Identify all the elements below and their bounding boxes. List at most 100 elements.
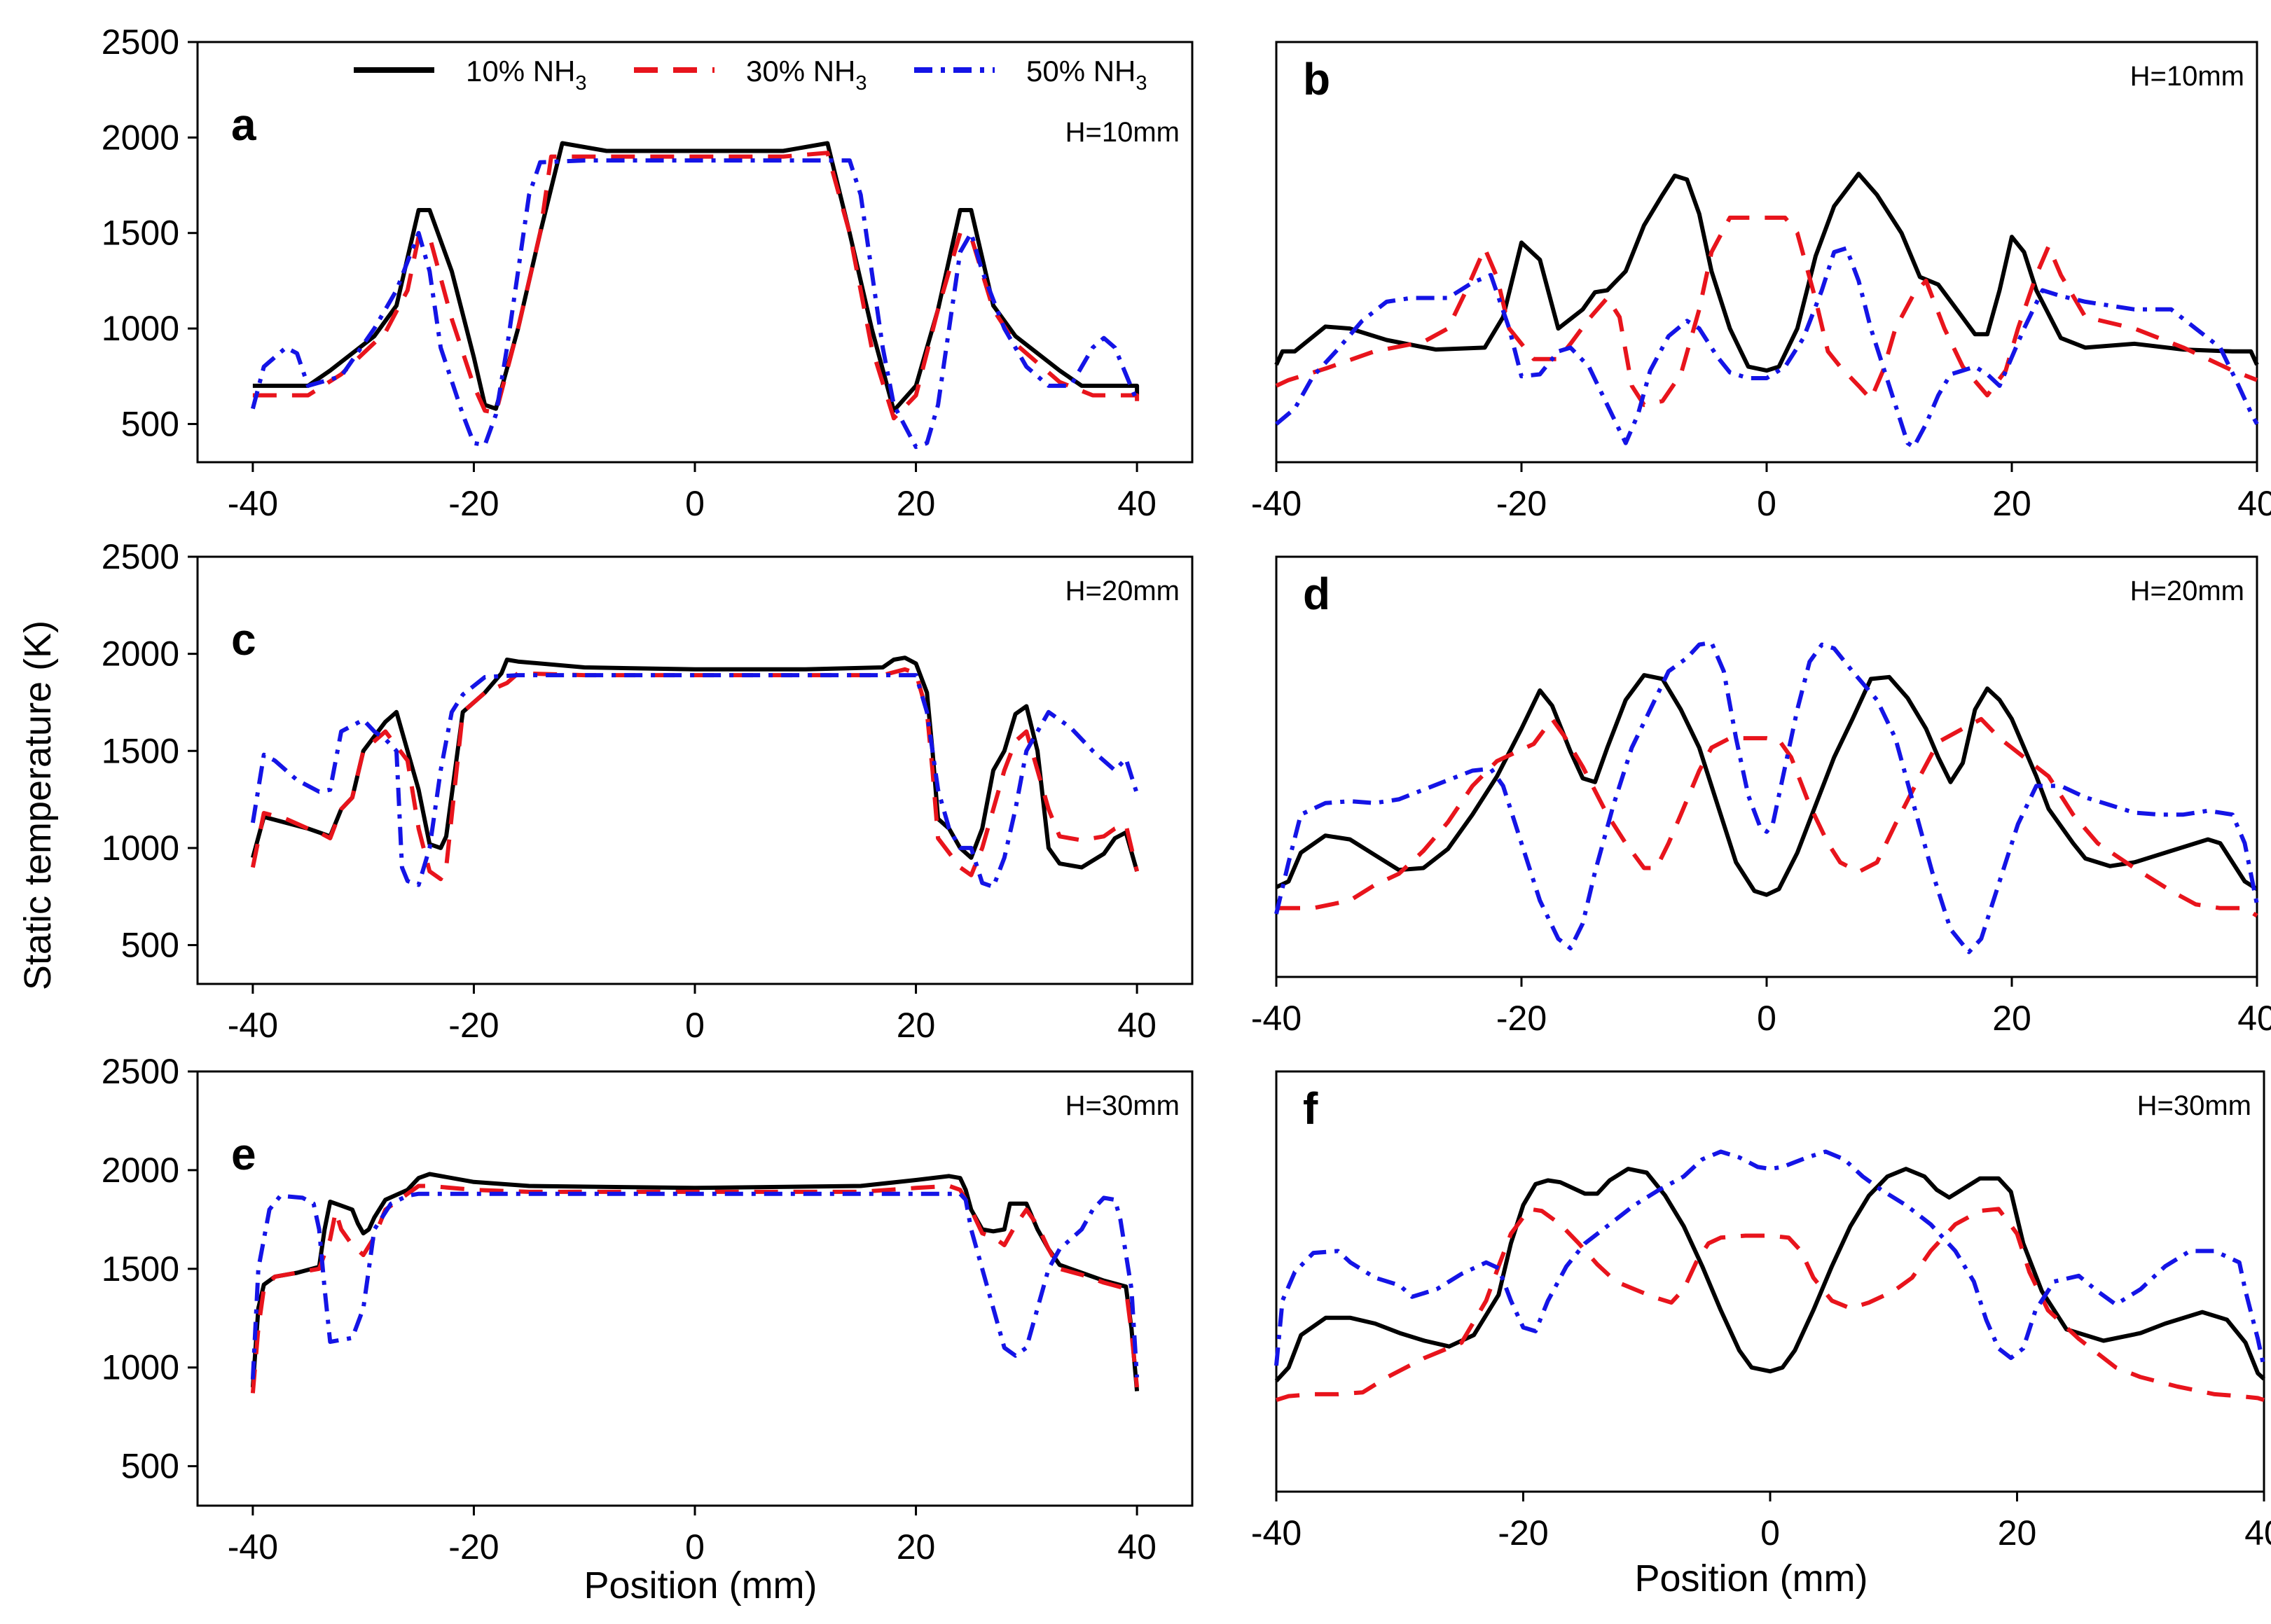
series-line-e-10pct [250,1172,1140,1391]
x-tick-label-a-2: 0 [685,484,705,523]
x-axis-label-right: Position (mm) [1634,1557,1868,1599]
series-group-e [250,1172,1140,1394]
x-tick-label-c-2: 0 [685,1006,705,1045]
legend-label-50pct: 50% NH3 [1026,55,1147,95]
series-group-f [1274,1149,2266,1402]
series-line-f-10pct [1274,1167,2266,1382]
legend: 10% NH3 30% NH3 50% NH3 [354,55,1147,95]
y-tick-label-a-1: 1000 [102,309,179,348]
plot-frame-a [196,41,1194,464]
condition-label-b: H=10mm [2130,61,2244,92]
panel-letter-b: b [1303,54,1330,104]
x-tick-label-b-4: 40 [2237,484,2271,523]
y-axis-label: Static temperature (K) [17,620,59,990]
series-line-f-30pct [1276,1207,2265,1402]
series-line-d-30pct [1276,716,2258,918]
x-tick-label-e-4: 40 [1117,1527,1157,1567]
panel-letter-e: e [231,1129,256,1179]
series-line-a-10pct [252,141,1140,413]
series-line-f-50pct [1274,1149,2266,1368]
series-line-a-50pct [250,158,1139,450]
plot-frame-d [1275,555,2258,978]
panel-letter-d: d [1303,569,1330,619]
y-tick-label-e-3: 2000 [102,1151,179,1190]
x-tick-label-f-4: 40 [2244,1513,2271,1553]
x-tick-label-e-1: -20 [448,1527,499,1567]
x-tick-label-f-0: -40 [1251,1513,1302,1553]
panel-d: -40 -20 0 20 40 d H=20mm [1251,555,2271,1038]
panel-letter-a: a [231,99,256,150]
y-tick-label-a-0: 500 [121,404,179,443]
y-tick-label-c-3: 2000 [102,634,179,674]
legend-label-10pct: 10% NH3 [466,55,587,95]
x-tick-label-a-1: -20 [448,484,499,523]
panel-b: -40 -20 0 20 40 b H=10mm [1251,41,2271,523]
series-line-a-30pct [252,151,1140,421]
y-tick-label-e-0: 500 [121,1447,179,1486]
series-line-e-50pct [250,1191,1140,1380]
series-line-d-50pct [1274,640,2259,955]
x-tick-label-d-0: -40 [1251,999,1302,1038]
x-tick-label-f-2: 0 [1760,1513,1780,1553]
condition-label-a: H=10mm [1065,117,1180,148]
x-tick-label-b-0: -40 [1251,484,1302,523]
x-tick-label-c-4: 40 [1117,1006,1157,1045]
x-tick-label-c-3: 20 [897,1006,936,1045]
series-line-b-50pct [1275,246,2259,450]
x-tick-label-f-1: -20 [1498,1513,1548,1553]
series-line-b-30pct [1275,215,2258,408]
condition-label-c: H=20mm [1065,576,1180,606]
x-tick-label-d-2: 0 [1757,999,1776,1038]
x-tick-label-a-3: 20 [897,484,936,523]
series-line-c-50pct [250,673,1139,889]
panel-e: -40 -20 0 20 40 500 1000 1500 2000 2500 e H=30mm [102,1052,1194,1567]
x-tick-label-e-3: 20 [897,1527,936,1567]
x-tick-label-c-1: -20 [448,1006,499,1045]
panel-letter-c: c [231,614,256,665]
x-tick-label-f-3: 20 [1998,1513,2037,1553]
y-tick-label-e-4: 2500 [102,1052,179,1091]
y-tick-label-c-0: 500 [121,926,179,965]
x-tick-label-e-0: -40 [228,1527,278,1567]
condition-label-d: H=20mm [2130,576,2244,606]
panel-letter-f: f [1303,1083,1318,1134]
condition-label-f: H=30mm [2137,1090,2251,1121]
x-tick-label-b-2: 0 [1757,484,1776,523]
x-tick-label-e-2: 0 [685,1527,705,1567]
plot-frame-c [196,555,1194,985]
panel-a: -40 -20 0 20 40 500 1000 1500 2000 2500 a H=10mm [102,22,1194,523]
panel-c: -40 -20 0 20 40 500 1000 1500 2000 2500 c H=20mm [102,537,1194,1045]
y-tick-label-a-2: 1500 [102,214,179,253]
series-line-d-10pct [1275,673,2258,897]
plot-frame-b [1275,41,2258,464]
series-line-c-30pct [250,667,1140,882]
y-tick-label-e-2: 1500 [102,1249,179,1289]
x-axis-label-left: Position (mm) [584,1564,817,1606]
y-tick-label-c-2: 1500 [102,731,179,770]
y-tick-label-c-4: 2500 [102,537,179,576]
condition-label-e: H=30mm [1065,1090,1180,1121]
series-group-a [250,141,1140,450]
y-tick-label-c-1: 1000 [102,828,179,868]
series-line-b-10pct [1274,172,2259,373]
series-group-d [1274,640,2259,955]
legend-label-30pct: 30% NH3 [746,55,867,95]
x-tick-label-a-0: -40 [228,484,278,523]
x-tick-label-c-0: -40 [228,1006,278,1045]
series-line-e-30pct [250,1184,1140,1394]
x-tick-label-d-4: 40 [2237,999,2271,1038]
series-group-b [1274,172,2259,450]
y-tick-label-e-1: 1000 [102,1348,179,1387]
y-tick-label-a-4: 2500 [102,22,179,62]
x-tick-label-d-1: -20 [1496,999,1547,1038]
x-tick-label-a-4: 40 [1117,484,1157,523]
plot-frame-f [1275,1070,2265,1493]
x-tick-label-d-3: 20 [1992,999,2031,1038]
x-tick-label-b-3: 20 [1992,484,2031,523]
series-group-c [250,655,1140,889]
panel-f: -40 -20 0 20 40 f H=30mm [1251,1070,2271,1553]
y-tick-label-a-3: 2000 [102,118,179,157]
x-tick-label-b-1: -20 [1496,484,1547,523]
